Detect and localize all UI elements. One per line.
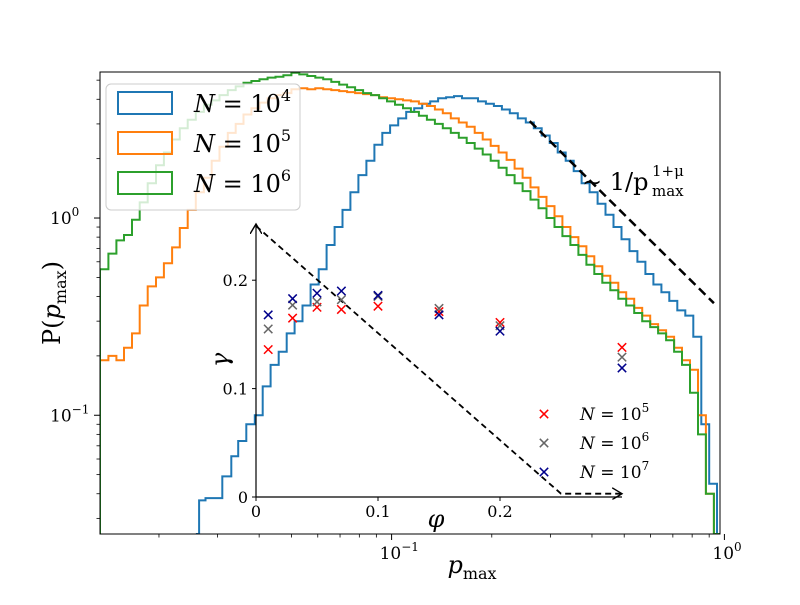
inset-axes: 0 0.1 0.2 0 0.1 0.2 <box>223 224 622 521</box>
legend-swatch-2 <box>117 131 173 155</box>
main-legend: N = 104 N = 105 N = 106 <box>105 83 301 211</box>
y-tick-label-2: 100 <box>50 205 79 229</box>
inset-plot: 0 0.1 0.2 0 0.1 0.2 N = 105 N = 106 N = 107 φ γ <box>206 224 649 533</box>
power-law-sup: 1+μ <box>652 162 684 180</box>
main-ylabel: P(pmax) <box>38 261 70 345</box>
inset-annotations <box>255 225 622 494</box>
inset-legend-marker-2 <box>539 438 549 448</box>
inset-point-series3-2 <box>287 293 298 304</box>
inset-point-series2-3 <box>312 297 322 307</box>
inset-xlabel: φ <box>428 505 445 533</box>
inset-point-series1-4 <box>336 304 347 315</box>
inset-y-tick-label-1: 0 <box>238 488 248 507</box>
main-ylabel-text: P(pmax) <box>38 261 70 345</box>
x-tick-label-1: 10−1 <box>380 540 419 564</box>
inset-legend: N = 105 N = 106 N = 107 <box>539 401 649 483</box>
histogram-series-1 <box>195 95 720 534</box>
power-law-sub: max <box>652 182 684 200</box>
inset-point-series1-5 <box>373 301 383 311</box>
main-axes-frame <box>99 71 721 535</box>
inset-point-series3-5 <box>373 290 383 301</box>
inset-legend-label-1: N = 105 <box>579 401 649 425</box>
inset-x-tick-label-1: 0 <box>251 502 261 521</box>
legend-swatch-1 <box>117 91 173 115</box>
inset-point-series3-3 <box>312 288 322 298</box>
legend-label-3: N = 106 <box>193 166 291 198</box>
inset-point-series1-8 <box>617 342 627 353</box>
inset-point-series1-1 <box>263 344 273 355</box>
power-law-base: ∼ 1/p <box>582 168 648 196</box>
y-tick-label-1: 10−1 <box>50 402 89 426</box>
main-xlabel: pmax <box>447 551 496 583</box>
x-tick-label-2: 100 <box>712 540 741 564</box>
power-law-guide-line <box>528 120 715 305</box>
inset-point-series3-6 <box>434 310 444 320</box>
legend-label-1: N = 104 <box>193 86 291 118</box>
inset-point-series3-8 <box>617 363 627 373</box>
legend-swatch-3 <box>117 171 173 195</box>
power-law-label: ∼ 1/p max 1+μ <box>582 162 684 200</box>
inset-point-series2-5 <box>373 291 383 302</box>
inset-point-series3-4 <box>336 286 347 296</box>
inset-legend-label-3: N = 107 <box>579 459 649 483</box>
legend-label-2: N = 105 <box>193 126 291 158</box>
inset-point-series2-8 <box>617 352 627 362</box>
inset-y-tick-label-3: 0.2 <box>223 271 248 290</box>
inset-ylabel: γ <box>206 352 234 367</box>
main-axis-ticks: 10−1 100 10−1 100 <box>50 79 742 564</box>
inset-y-tick-label-2: 0.1 <box>223 380 248 399</box>
inset-point-series3-7 <box>495 326 505 336</box>
inset-legend-label-2: N = 106 <box>579 430 649 454</box>
main-legend-box <box>105 83 301 211</box>
inset-legend-marker-1 <box>539 409 549 419</box>
inset-point-series3-1 <box>263 310 273 320</box>
inset-point-series2-4 <box>336 294 347 305</box>
inset-series-group <box>263 286 627 373</box>
inset-point-series1-6 <box>434 306 444 317</box>
inset-point-series1-7 <box>495 317 505 328</box>
inset-dashed-arrow <box>255 225 622 494</box>
inset-point-series2-1 <box>263 324 273 334</box>
inset-x-tick-label-3: 0.2 <box>487 502 512 521</box>
inset-point-series1-2 <box>287 313 298 323</box>
inset-legend-marker-3 <box>539 467 549 477</box>
main-xlabel-text: pmax <box>447 551 496 583</box>
main-annotations <box>528 120 715 305</box>
inset-x-tick-label-2: 0.1 <box>365 502 390 521</box>
